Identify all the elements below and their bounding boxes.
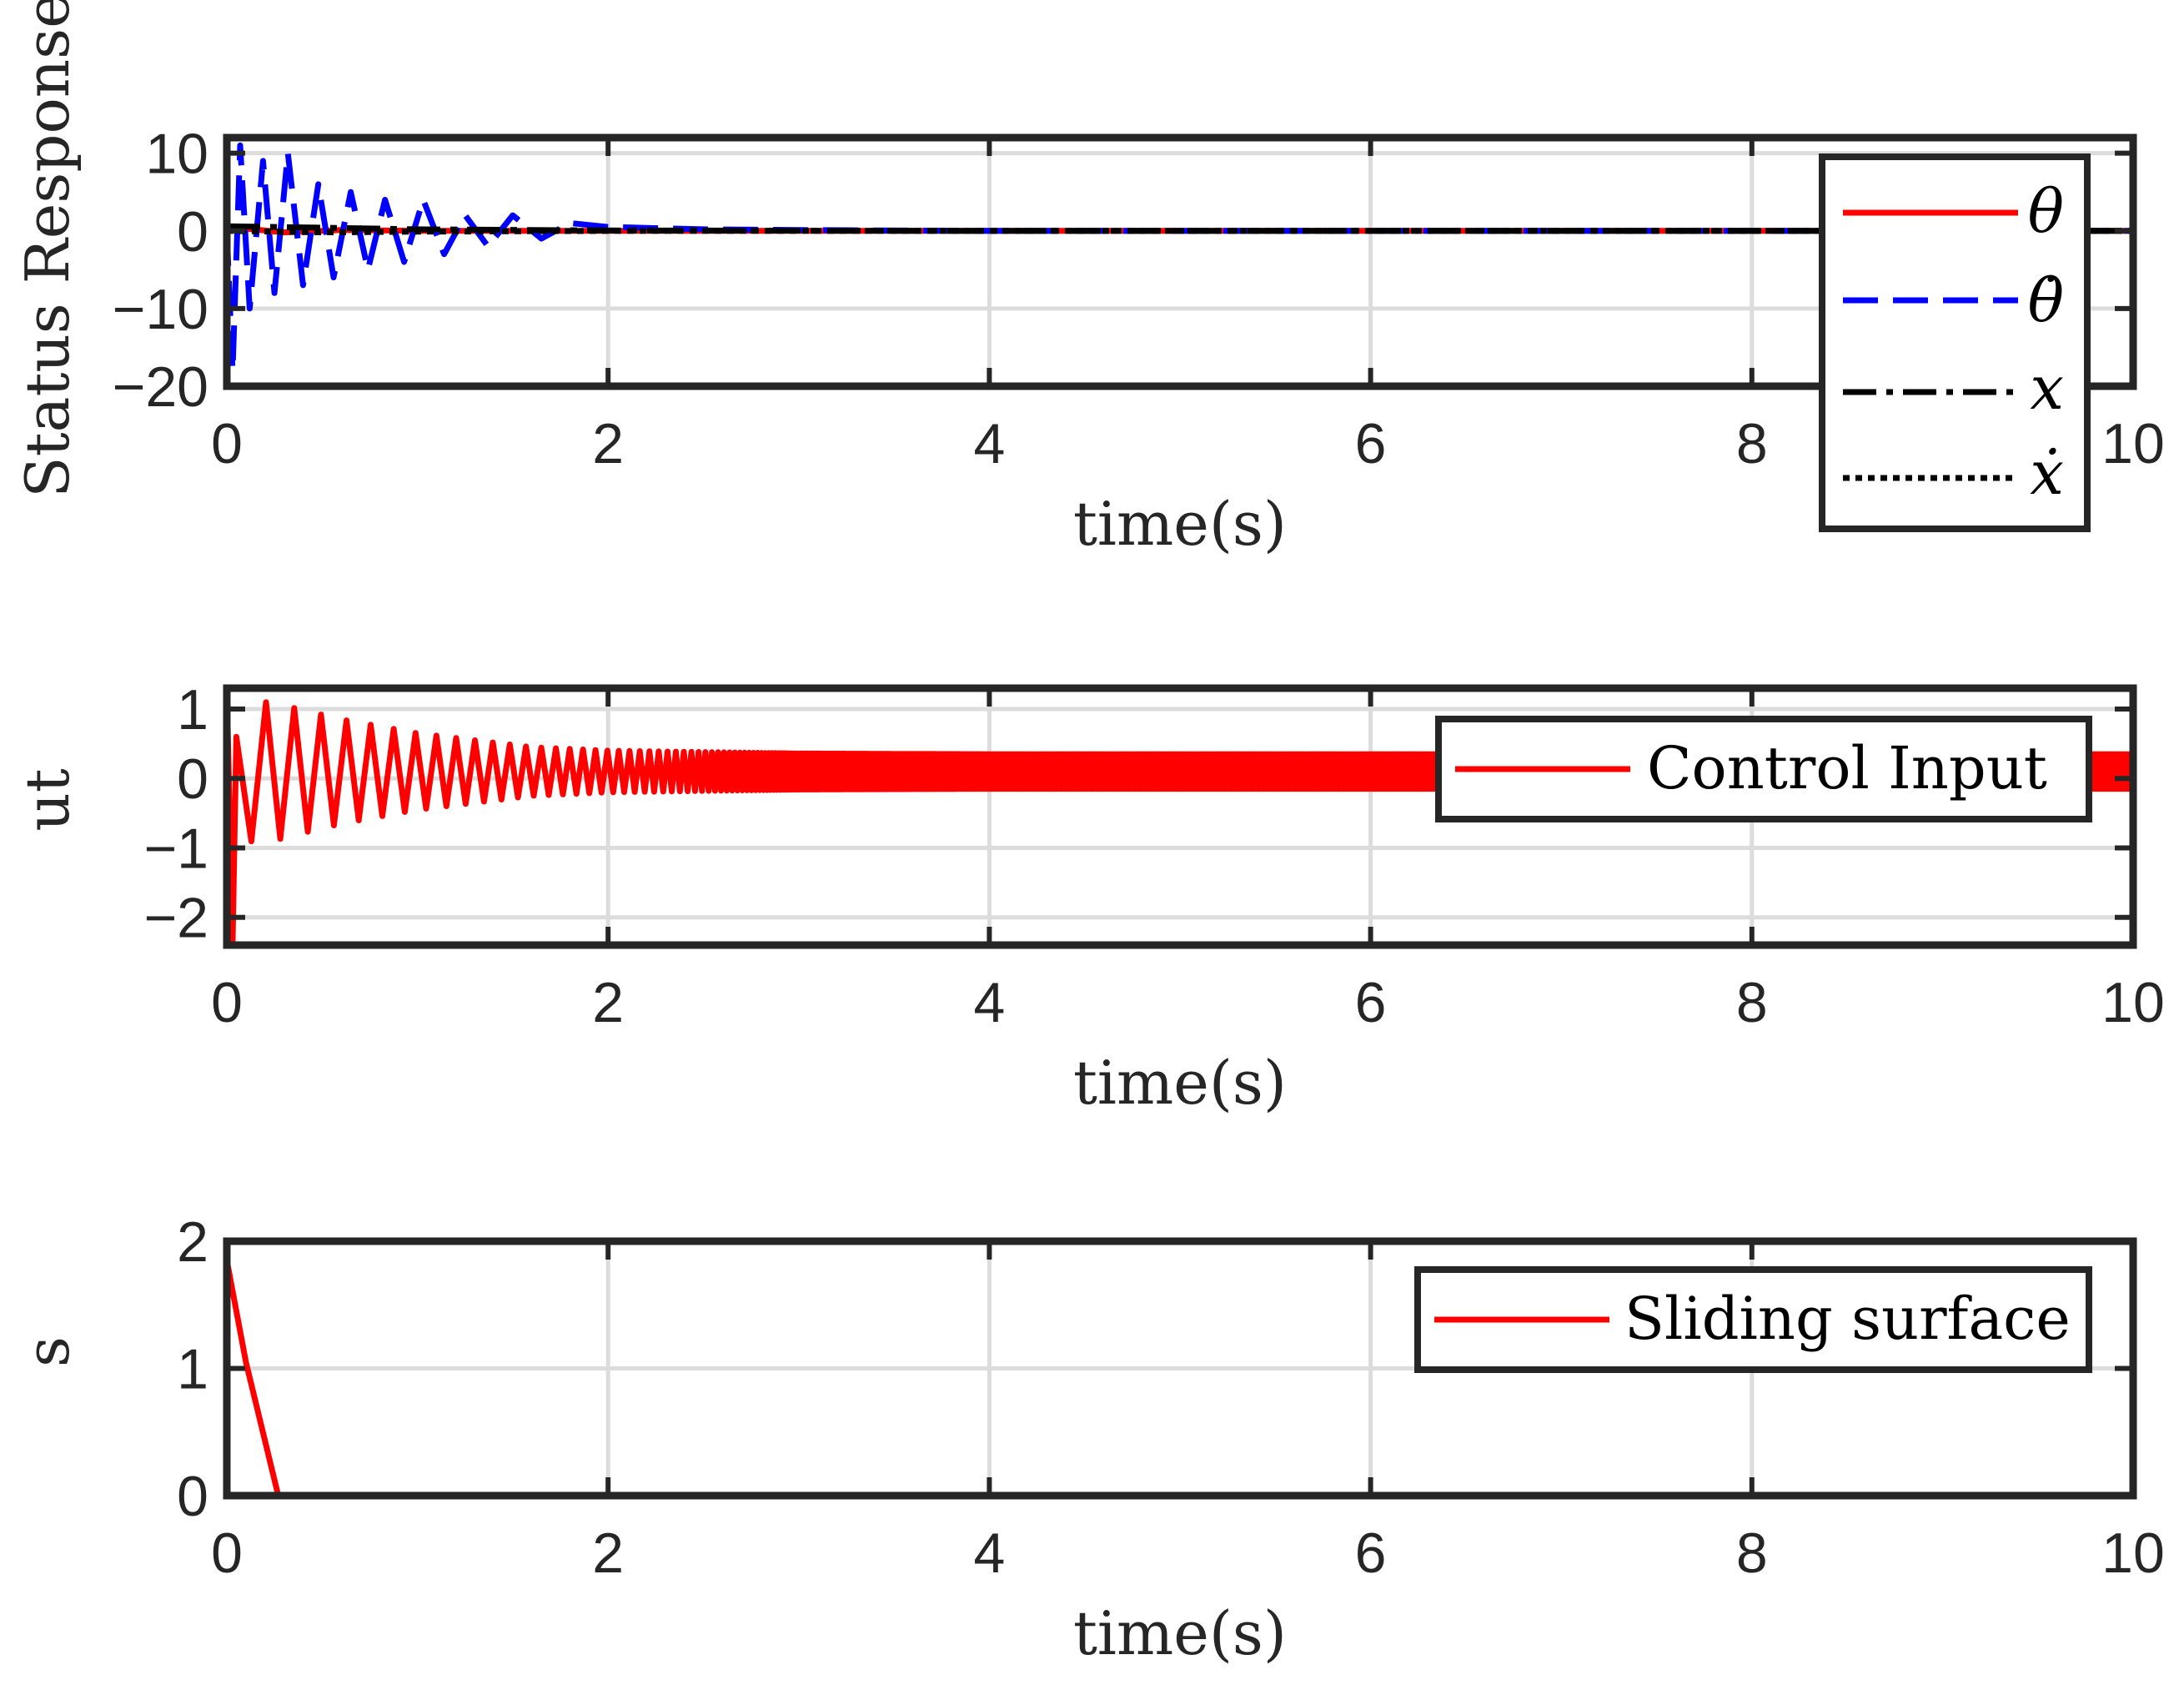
y-tick-label: −20 <box>113 355 208 419</box>
x-axis-title: time(s) <box>1073 1048 1287 1118</box>
x-tick-label: 8 <box>1736 971 1768 1034</box>
x-tick-label: 6 <box>1355 412 1387 475</box>
legend-frame <box>1819 153 2091 532</box>
y-axis-title: Status Response <box>13 0 83 498</box>
x-axis-title: time(s) <box>1073 489 1287 559</box>
x-tick-label: 8 <box>1736 412 1768 475</box>
x-axis-title: time(s) <box>1073 1598 1287 1668</box>
x-tick-label: 4 <box>973 412 1005 475</box>
x-tick-label: 4 <box>973 971 1005 1034</box>
y-tick-label: −2 <box>143 887 208 950</box>
x-tick-label: 2 <box>592 1521 624 1585</box>
series-line <box>226 223 2133 234</box>
legend: Control Input <box>1435 716 2092 822</box>
y-axis-title: ut <box>13 768 83 831</box>
x-tick-label: 2 <box>592 412 624 475</box>
legend-label-control-input: Control Input <box>1647 734 2047 802</box>
axes-frame <box>223 684 2137 949</box>
control-input-panel: 0 2 4 6 8 10 1 0 −1 −2 time(s) ut Contro… <box>13 678 2165 1118</box>
y-tick-label: 1 <box>177 1338 208 1401</box>
tick-marks <box>224 1239 2136 1498</box>
x-tick-label: 0 <box>211 412 243 475</box>
x-tick-label: 10 <box>2101 1521 2165 1585</box>
y-tick-label: 0 <box>177 747 208 811</box>
axes-frame <box>223 133 2137 390</box>
plot-area <box>223 142 2133 374</box>
legend: θ θ̇ x ẋ <box>1819 153 2091 532</box>
y-tick-label: 0 <box>177 200 208 264</box>
y-axis-title: s <box>13 1336 83 1367</box>
legend-label-theta-dot: θ̇ <box>2028 265 2064 335</box>
legend-label-theta: θ <box>2028 176 2064 246</box>
legend-label-x-dot: ẋ <box>2030 438 2064 508</box>
y-tick-label: 10 <box>145 123 208 186</box>
x-tick-label: 0 <box>211 971 243 1034</box>
tick-marks <box>224 688 2136 945</box>
x-tick-label: 6 <box>1355 1521 1387 1585</box>
x-tick-label: 10 <box>2101 971 2165 1034</box>
tick-marks <box>224 138 2136 389</box>
y-tick-label: −10 <box>113 278 208 341</box>
y-tick-label: 0 <box>177 1465 208 1528</box>
y-tick-label: 2 <box>177 1210 208 1274</box>
x-tick-label: 0 <box>211 1521 243 1585</box>
x-tick-label: 8 <box>1736 1521 1768 1585</box>
y-tick-label: −1 <box>143 817 208 880</box>
legend-label-x: x <box>2030 353 2064 423</box>
sliding-surface-panel: 0 2 4 6 8 10 2 1 0 time(s) s Sliding sur… <box>13 1210 2165 1668</box>
legend-label-sliding-surface: Sliding surface <box>1624 1285 2071 1353</box>
grid <box>227 688 2133 945</box>
y-tick-label: 1 <box>177 678 208 742</box>
x-tick-label: 2 <box>592 971 624 1034</box>
legend: Sliding surface <box>1414 1266 2092 1373</box>
status-response-panel: 0 2 4 6 8 10 10 0 −10 −20 time(s) Status… <box>13 0 2165 559</box>
x-tick-label: 4 <box>973 1521 1005 1585</box>
x-tick-label: 10 <box>2101 412 2165 475</box>
x-tick-label: 6 <box>1355 971 1387 1034</box>
